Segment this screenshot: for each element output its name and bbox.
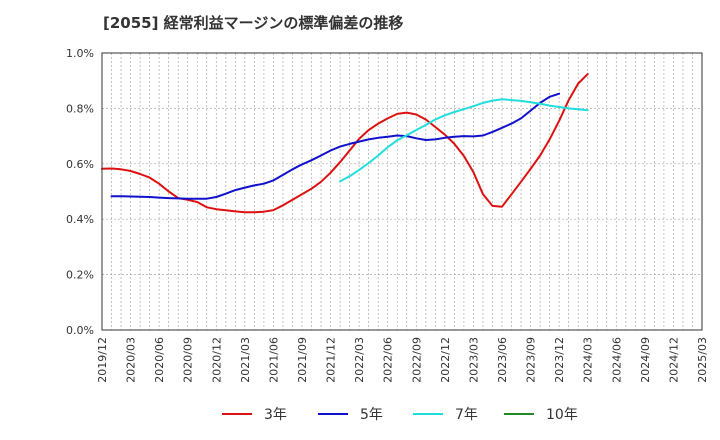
legend-label: 3年 [264,407,287,423]
x-tick-label: 2020/12 [210,337,223,383]
y-tick-label: 0.8% [66,102,94,115]
series-line [110,92,561,200]
x-tick-label: 2024/09 [639,337,652,383]
legend-label: 5年 [360,407,383,423]
x-tick-label: 2022/03 [353,337,366,383]
x-tick-label: 2021/09 [296,337,309,383]
x-tick-label: 2020/09 [182,337,195,383]
x-tick-label: 2023/12 [553,337,566,383]
y-tick-label: 0.6% [66,158,94,171]
series-lines [101,73,589,214]
x-tick-label: 2021/12 [325,337,338,383]
x-tick-label: 2023/06 [496,337,509,383]
x-tick-label: 2024/12 [667,337,680,383]
x-tick-label: 2021/06 [267,337,280,383]
x-tick-label: 2022/09 [410,337,423,383]
x-tick-label: 2022/12 [439,337,452,383]
plot-border [101,52,703,331]
x-tick-label: 2023/03 [467,337,480,383]
y-tick-label: 0.4% [66,213,94,226]
y-tick-label: 1.0% [66,47,94,60]
x-tick-label: 2023/09 [525,337,538,383]
y-tick-label: 0.2% [66,269,94,282]
grid [102,53,702,330]
legend-label: 10年 [546,407,578,423]
x-tick-label: 2020/06 [153,337,166,383]
x-tick-label: 2022/06 [382,337,395,383]
x-tick-label: 2024/06 [610,337,623,383]
x-axis-ticks: 2019/12 2020/03 2020/06 2020/09 2020/12 2021/… [96,337,709,383]
series-line [101,73,589,214]
legend-label: 7年 [455,407,478,423]
y-axis-ticks: 0.0% 0.2% 0.4% 0.6% 0.8% 1.0% [66,47,94,337]
chart-title: [2055] 経常利益マージンの標準偏差の推移 [103,14,404,32]
legend: 3年 5年 7年 10年 [222,407,578,423]
x-tick-label: 2020/03 [125,337,138,383]
series-line [339,98,589,183]
x-tick-label: 2019/12 [96,337,109,383]
y-tick-label: 0.0% [66,324,94,337]
x-tick-label: 2024/03 [582,337,595,383]
x-tick-label: 2025/03 [696,337,709,383]
x-tick-label: 2021/03 [239,337,252,383]
